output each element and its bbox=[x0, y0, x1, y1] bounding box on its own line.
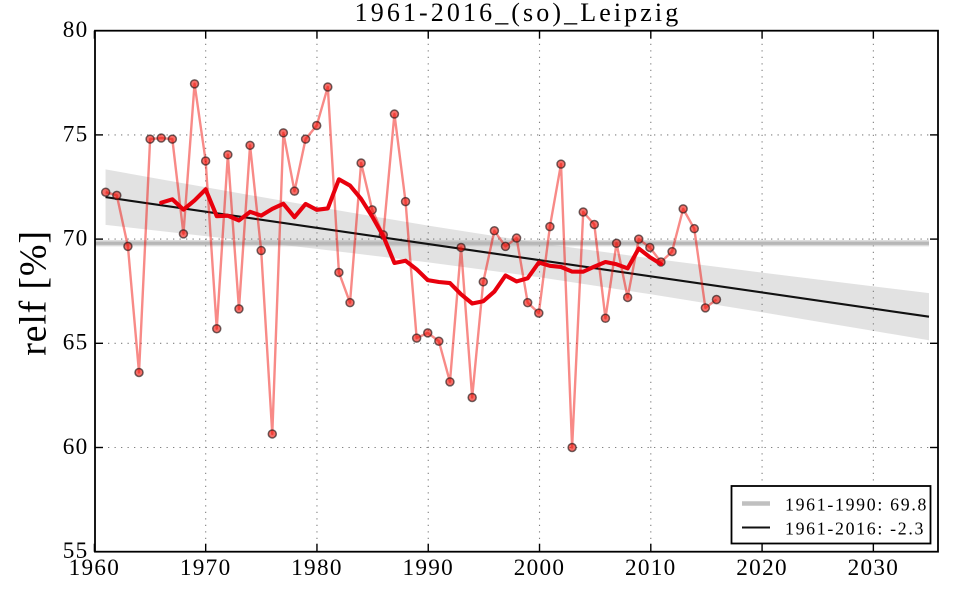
svg-text:2010: 2010 bbox=[625, 555, 677, 581]
svg-text:75: 75 bbox=[63, 121, 89, 147]
svg-text:1980: 1980 bbox=[291, 555, 343, 581]
svg-text:1961-1990: 69.8: 1961-1990: 69.8 bbox=[785, 495, 928, 515]
svg-text:65: 65 bbox=[63, 330, 89, 356]
svg-text:1961-2016: -2.3: 1961-2016: -2.3 bbox=[785, 519, 925, 539]
svg-text:1970: 1970 bbox=[180, 555, 232, 581]
svg-text:2030: 2030 bbox=[848, 555, 900, 581]
svg-text:2000: 2000 bbox=[514, 555, 566, 581]
svg-text:1960: 1960 bbox=[69, 555, 121, 581]
svg-text:2020: 2020 bbox=[736, 555, 788, 581]
svg-text:1961-2016_(so)_Leipzig: 1961-2016_(so)_Leipzig bbox=[355, 0, 682, 27]
svg-text:80: 80 bbox=[63, 17, 89, 43]
svg-text:1990: 1990 bbox=[402, 555, 454, 581]
svg-text:55: 55 bbox=[63, 538, 89, 564]
svg-text:60: 60 bbox=[63, 434, 89, 460]
svg-text:70: 70 bbox=[63, 226, 89, 252]
svg-text:relf [%]: relf [%] bbox=[13, 230, 55, 356]
